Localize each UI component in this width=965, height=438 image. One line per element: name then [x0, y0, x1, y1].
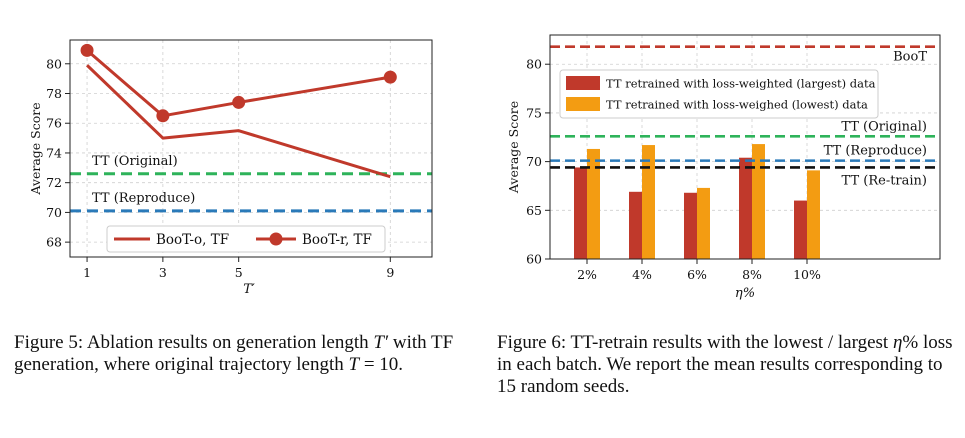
y-tick-label: 80: [526, 57, 542, 72]
reference-label: TT (Original): [92, 154, 178, 169]
legend-swatch: [566, 76, 600, 90]
y-axis-label: Average Score: [506, 101, 521, 194]
y-tick-label: 70: [526, 154, 542, 169]
plot-frame: [549, 34, 941, 260]
reference-label: TT (Original): [841, 119, 927, 134]
data-point: [383, 70, 397, 84]
caption-5-suffix: = 10.: [359, 354, 404, 375]
y-tick-label: 78: [46, 86, 62, 101]
y-tick-label: 68: [46, 235, 62, 250]
data-point: [156, 109, 170, 123]
x-axis-label: T′: [243, 282, 255, 297]
legend: BooT-o, TF BooT-r, TF: [106, 225, 386, 253]
legend-label: TT retrained with loss-weighted (largest…: [606, 77, 876, 91]
legend-box: [106, 225, 386, 253]
y-tick-label: 80: [46, 56, 62, 71]
bar: [697, 187, 710, 259]
bar: [739, 157, 752, 259]
caption-5-prefix: Figure 5: Ablation results on generation…: [14, 332, 374, 353]
legend-marker: [269, 232, 283, 246]
legend-label: TT retrained with loss-weighed (lowest) …: [606, 98, 868, 112]
series-line: [86, 49, 391, 118]
bar: [629, 191, 642, 259]
legend-label: BooT-o, TF: [156, 232, 229, 248]
y-tick-label: 70: [46, 205, 62, 220]
y-tick-label: 65: [526, 203, 542, 218]
data-point: [80, 43, 94, 57]
y-axis-label: Average Score: [28, 102, 43, 195]
caption-6-symbol-eta: η: [892, 332, 903, 353]
bar: [642, 145, 655, 259]
caption-5-symbol-t: T: [348, 354, 360, 375]
y-tick-label: 60: [526, 252, 542, 267]
bar: [794, 200, 807, 259]
bar: [684, 192, 697, 259]
legend-label: BooT-r, TF: [302, 232, 372, 248]
y-tick-label: 72: [46, 175, 62, 190]
bar: [574, 167, 587, 259]
plot-frame: [69, 39, 433, 258]
caption-5-middle: with TF generation, where original traje…: [14, 332, 454, 375]
reference-label: TT (Re-train): [842, 173, 927, 188]
x-tick-label: 8%: [742, 267, 762, 282]
figure-6-chart: BooT TT (Original) TT (Reproduce) TT (Re-tr…: [506, 34, 941, 300]
data-point: [232, 95, 246, 109]
bar: [752, 144, 765, 259]
x-tick-label: 5: [235, 265, 243, 280]
caption-6-suffix: % loss in each batch. We report the mean…: [497, 332, 953, 397]
caption-6-prefix: Figure 6: TT-retrain results with the lo…: [497, 332, 893, 353]
x-tick-label: 6%: [687, 267, 707, 282]
reference-label: BooT: [893, 50, 927, 65]
x-tick-label: 9: [386, 265, 394, 280]
bar: [587, 148, 600, 259]
y-tick-label: 74: [46, 145, 62, 160]
legend-box: [559, 69, 879, 119]
figure-5-chart: TT (Original) TT (Reproduce) 68 70 72 74 76 78 8…: [28, 39, 433, 297]
x-axis-label: η%: [735, 286, 755, 300]
bar: [807, 170, 820, 259]
legend: TT retrained with loss-weighted (largest…: [559, 69, 879, 119]
reference-label: TT (Reproduce): [824, 144, 927, 159]
caption-5-symbol-tprime: T′: [373, 332, 389, 353]
y-tick-label: 76: [46, 116, 62, 131]
x-tick-label: 4%: [632, 267, 652, 282]
x-tick-label: 2%: [577, 267, 597, 282]
x-tick-label: 3: [159, 265, 167, 280]
figure-6-caption: Figure 6: TT-retrain results with the lo…: [497, 332, 959, 398]
y-tick-label: 75: [526, 105, 542, 120]
legend-swatch: [566, 97, 600, 111]
x-tick-label: 10%: [793, 267, 821, 282]
series-line: [86, 64, 391, 179]
reference-label: TT (Reproduce): [92, 191, 195, 206]
x-tick-label: 1: [83, 265, 91, 280]
figure-5-caption: Figure 5: Ablation results on generation…: [14, 332, 464, 376]
